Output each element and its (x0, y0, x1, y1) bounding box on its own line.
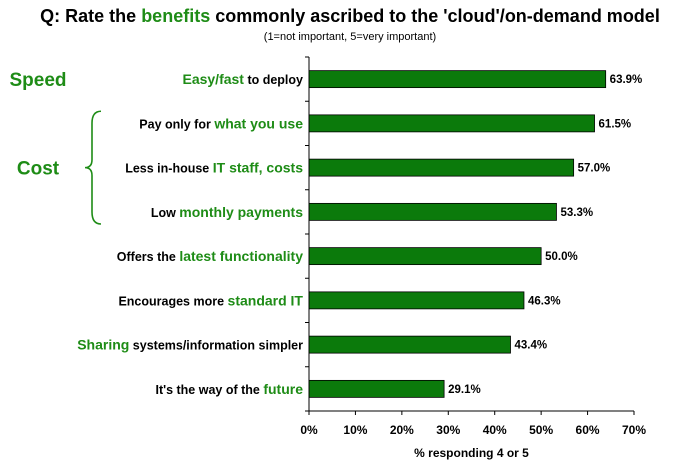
bar-6 (309, 336, 511, 353)
x-tick-label-4: 40% (483, 423, 507, 437)
category-highlight: Sharing (77, 337, 129, 353)
group-label-1: Cost (17, 159, 60, 180)
category-label-0: Easy/fast to deploy (182, 71, 303, 87)
category-text: Less in-house (125, 162, 213, 176)
x-axis-title: % responding 4 or 5 (414, 446, 529, 460)
x-tick-label-2: 20% (390, 423, 414, 437)
value-label-3: 53.3% (560, 207, 593, 219)
category-label-2: Less in-house IT staff, costs (125, 160, 303, 176)
category-label-1: Pay only for what you use (139, 115, 303, 131)
bar-5 (309, 292, 524, 309)
category-text: systems/information simpler (129, 339, 303, 353)
category-label-4: Offers the latest functionality (117, 248, 303, 264)
bar-4 (309, 248, 541, 265)
x-tick-label-1: 10% (343, 423, 367, 437)
category-highlight: Easy/fast (182, 71, 244, 87)
category-highlight: monthly payments (179, 204, 303, 220)
bar-7 (309, 380, 444, 397)
x-tick-label-0: 0% (300, 423, 318, 437)
bar-3 (309, 203, 556, 220)
value-label-7: 29.1% (448, 384, 481, 396)
category-highlight: IT staff, costs (213, 160, 303, 176)
value-label-5: 46.3% (528, 295, 561, 307)
category-label-6: Sharing systems/information simpler (77, 337, 303, 353)
value-label-4: 50.0% (545, 251, 578, 263)
bar-2 (309, 159, 574, 176)
category-label-5: Encourages more standard IT (118, 292, 303, 308)
x-tick-label-7: 70% (622, 423, 646, 437)
category-highlight: latest functionality (179, 248, 303, 264)
value-label-6: 43.4% (515, 340, 548, 352)
bar-0 (309, 71, 606, 88)
category-text: It's the way of the (155, 383, 263, 397)
category-text: Encourages more (118, 294, 227, 308)
bar-chart: 63.9% Easy/fast to deploy 61.5% Pay only fo… (0, 0, 700, 465)
category-text: Low (151, 206, 179, 220)
category-highlight: standard IT (228, 292, 304, 308)
x-tick-label-3: 30% (436, 423, 460, 437)
value-label-0: 63.9% (610, 74, 643, 86)
bar-1 (309, 115, 595, 132)
category-highlight: future (263, 381, 303, 397)
category-text: to deploy (244, 73, 303, 87)
x-tick-label-5: 50% (529, 423, 553, 437)
category-label-7: It's the way of the future (155, 381, 303, 397)
group-bracket-1 (85, 111, 101, 224)
value-label-2: 57.0% (578, 163, 611, 175)
x-tick-label-6: 60% (576, 423, 600, 437)
value-label-1: 61.5% (599, 118, 632, 130)
category-text: Offers the (117, 250, 180, 264)
category-text: Pay only for (139, 117, 214, 131)
group-label-0: Speed (9, 70, 66, 91)
category-highlight: what you use (213, 115, 303, 131)
category-label-3: Low monthly payments (151, 204, 303, 220)
